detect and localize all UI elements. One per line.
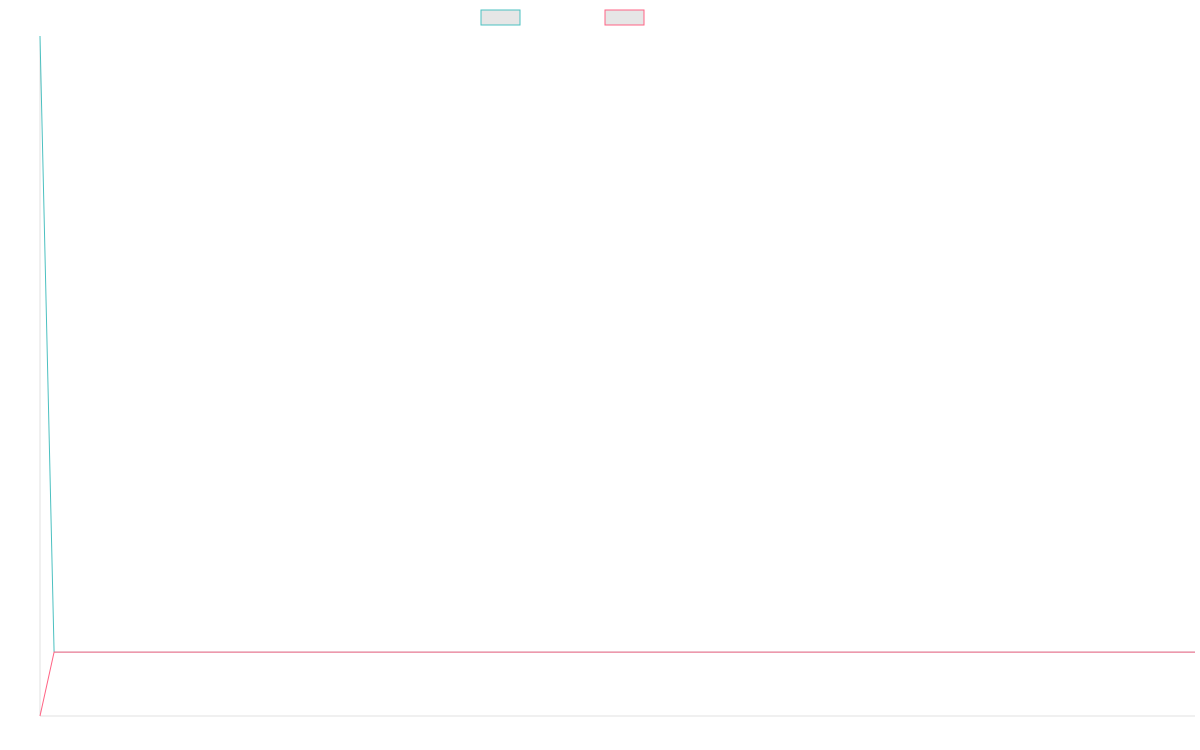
legend-swatch — [480, 9, 521, 26]
series-line — [39, 35, 1195, 653]
legend-swatch — [604, 9, 645, 26]
series-line — [39, 651, 1195, 717]
